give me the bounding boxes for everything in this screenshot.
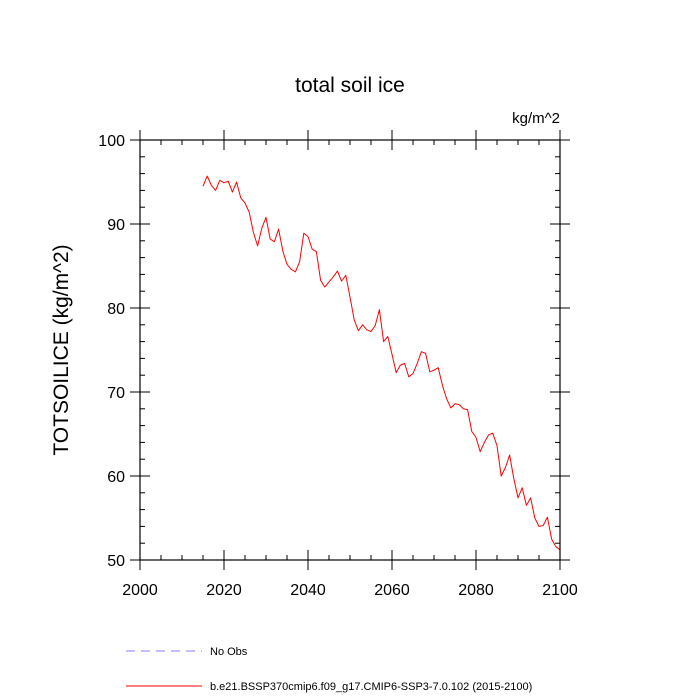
x-tick-label: 2000 (122, 582, 158, 599)
y-tick-label: 80 (107, 301, 125, 318)
legend: No Obs b.e21.BSSP370cmip6.f09_g17.CMIP6-… (126, 646, 532, 693)
tick-layer (130, 130, 570, 570)
tick-label-layer: 2000 2020 2040 2060 2080 2100 50 60 70 80 90 100 (98, 133, 578, 599)
y-tick-label: 100 (98, 133, 125, 150)
y-axis-label: TOTSOILICE (kg/m^2) (50, 244, 73, 455)
legend-label-no-obs: No Obs (210, 646, 248, 658)
x-tick-label: 2100 (542, 582, 578, 599)
units-label: kg/m^2 (512, 110, 560, 127)
y-tick-label: 70 (107, 385, 125, 402)
chart-title: total soil ice (295, 74, 405, 97)
x-tick-label: 2020 (206, 582, 242, 599)
x-tick-label: 2080 (458, 582, 494, 599)
x-tick-label: 2060 (374, 582, 410, 599)
y-tick-label: 60 (107, 469, 125, 486)
series-layer (202, 175, 561, 551)
series-line (202, 175, 561, 551)
y-tick-label: 90 (107, 217, 125, 234)
legend-label-model-run: b.e21.BSSP370cmip6.f09_g17.CMIP6-SSP3-7.… (210, 681, 532, 693)
y-tick-label: 50 (107, 553, 125, 570)
plot-frame (139, 139, 561, 561)
x-tick-label: 2040 (290, 582, 326, 599)
